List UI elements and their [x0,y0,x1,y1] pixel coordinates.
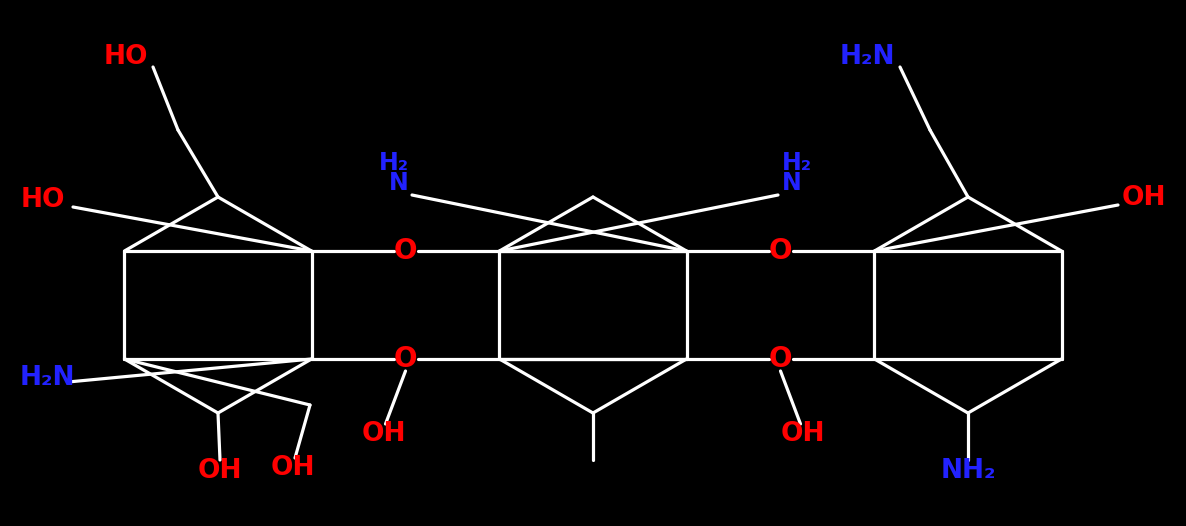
Text: H₂: H₂ [782,151,812,175]
Text: OH: OH [198,458,242,484]
Text: OH: OH [780,421,824,447]
Text: O: O [769,237,792,265]
Text: N: N [389,171,409,195]
Text: H₂N: H₂N [20,365,76,391]
Text: HO: HO [103,44,148,70]
Text: O: O [769,345,792,373]
Text: H₂: H₂ [378,151,409,175]
Text: OH: OH [362,421,406,447]
Text: NH₂: NH₂ [940,458,996,484]
Text: O: O [394,345,417,373]
Text: OH: OH [270,455,315,481]
Text: O: O [394,237,417,265]
Text: N: N [782,171,802,195]
Text: H₂N: H₂N [840,44,895,70]
Text: HO: HO [20,187,65,213]
Text: OH: OH [1122,185,1167,211]
